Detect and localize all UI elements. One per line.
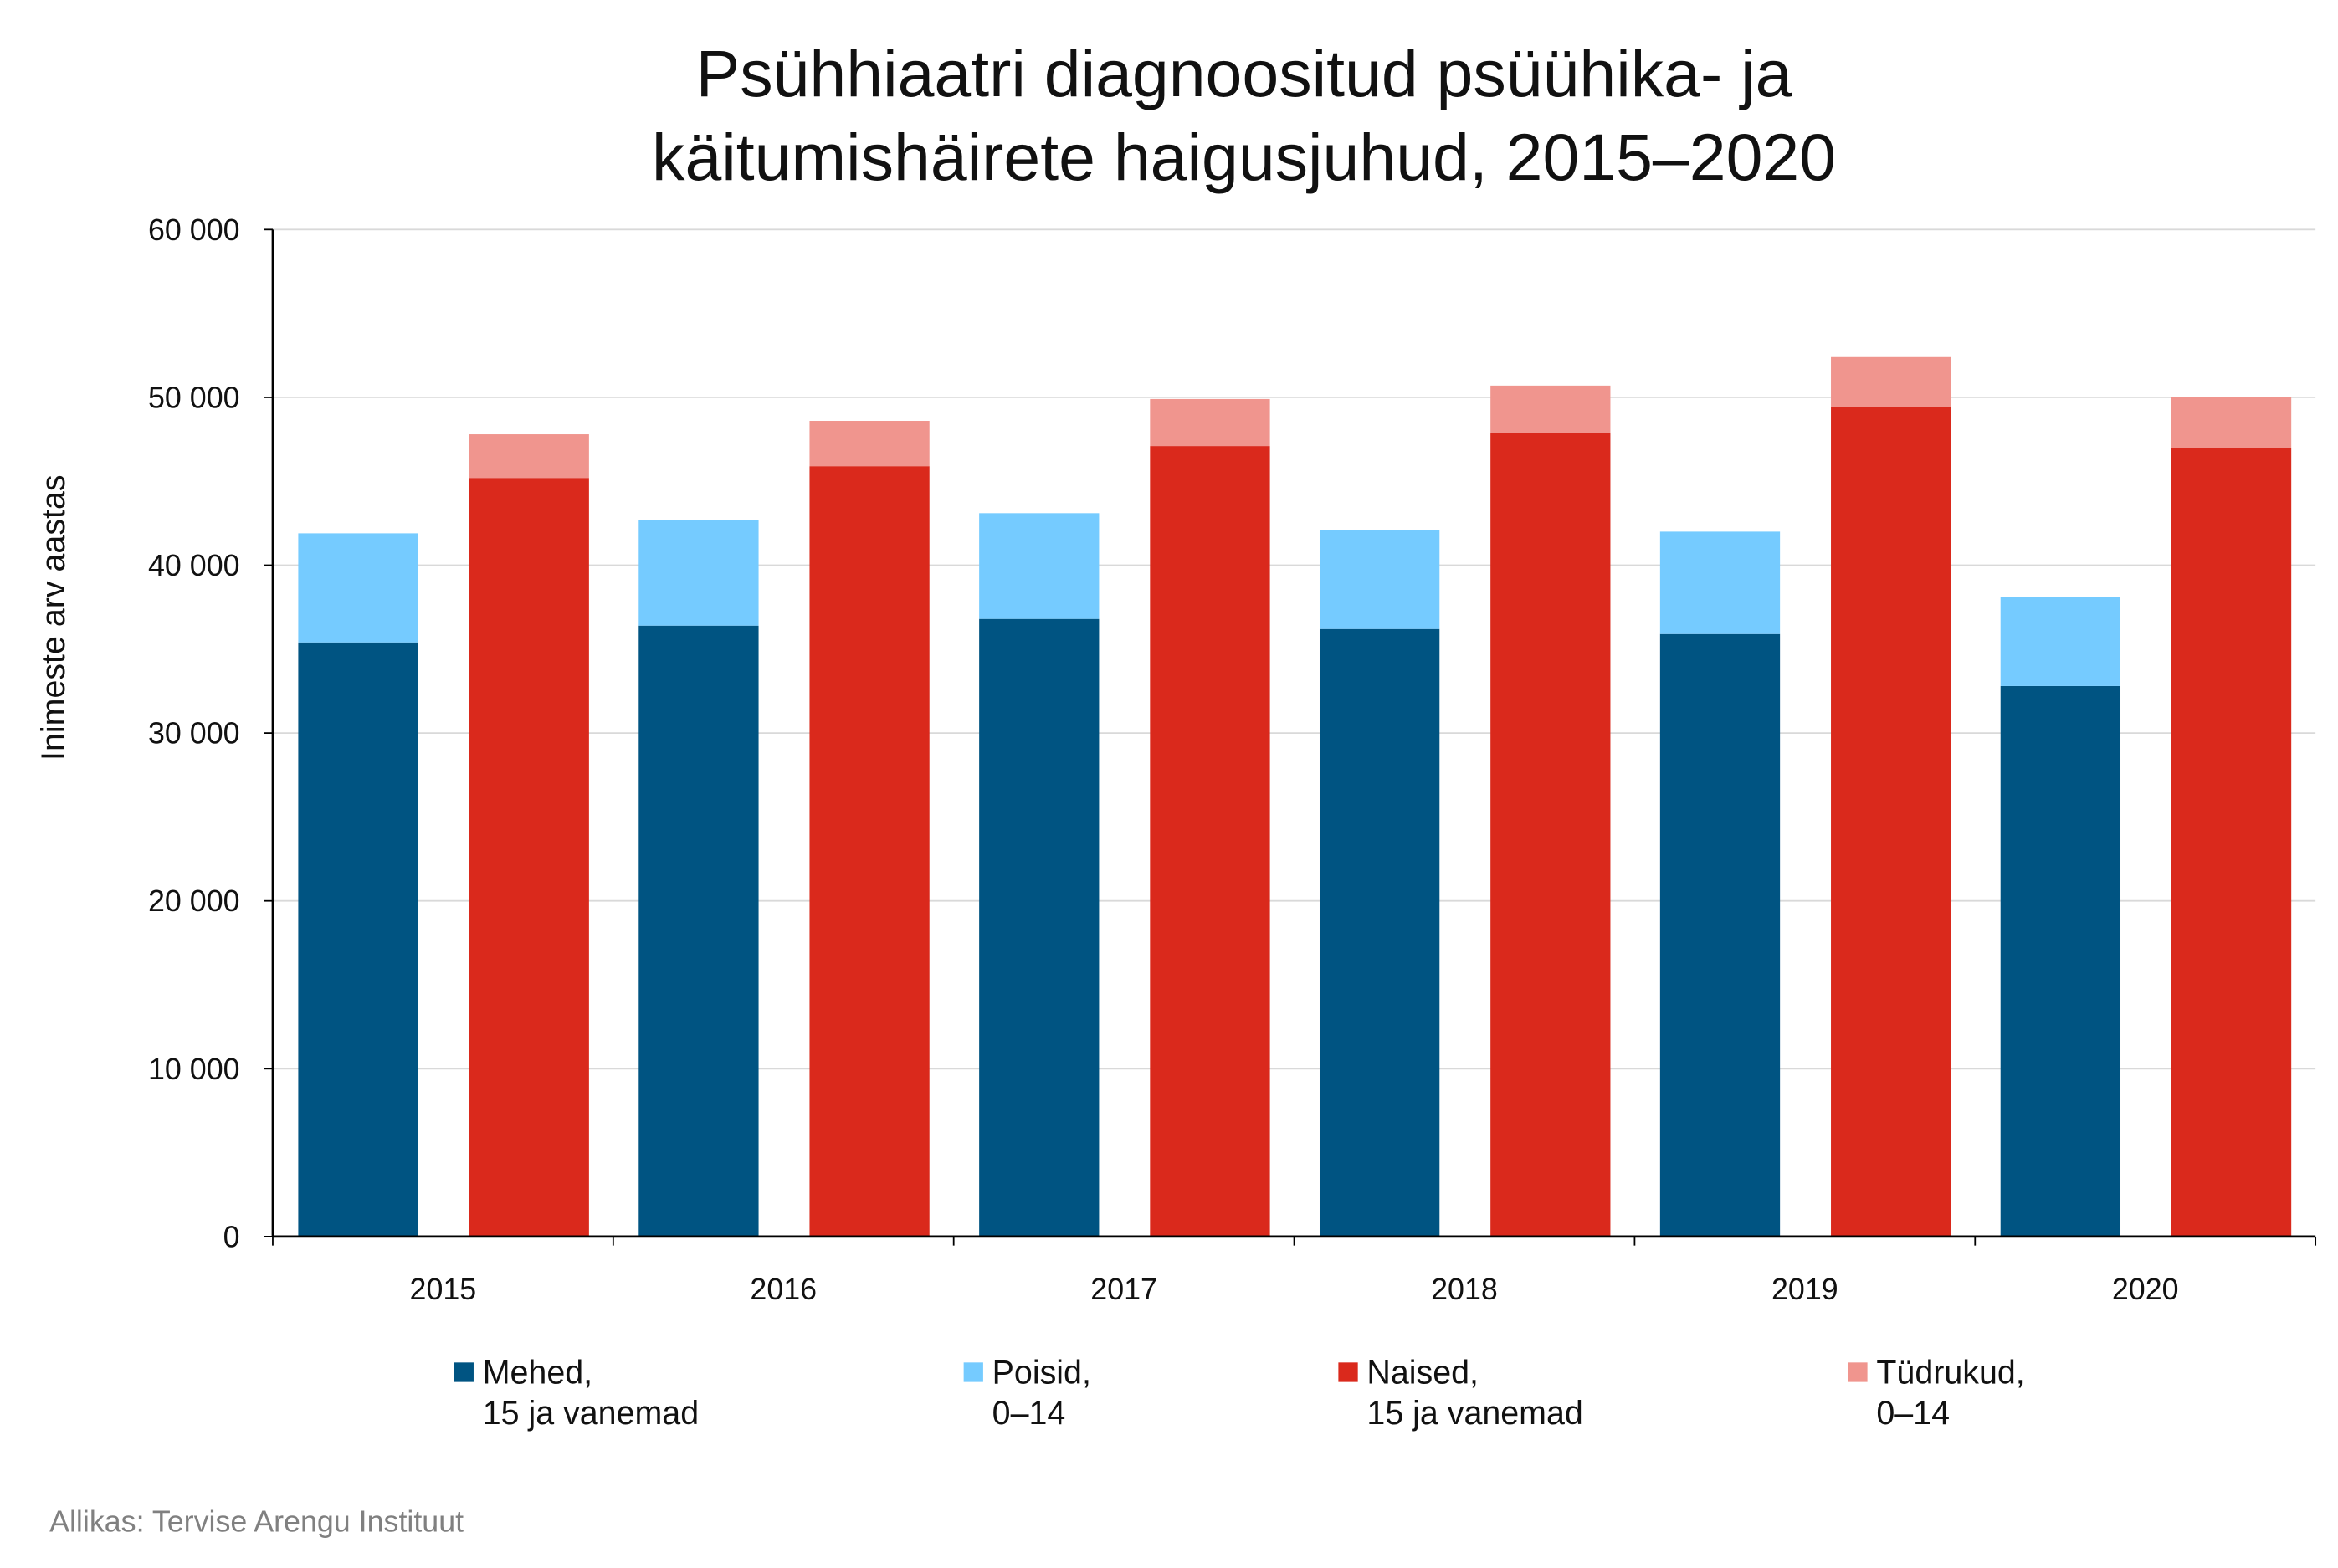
bar-male-2018 <box>1319 628 1440 1237</box>
x-tick-label: 2020 <box>2112 1273 2179 1306</box>
legend-entry: Mehed, 15 ja vanemad <box>454 1354 699 1432</box>
x-tick-label: 2018 <box>1431 1273 1498 1306</box>
chart-title-line-1: Psühhiaatri diagnoositud psüühika- ja <box>696 37 1792 110</box>
bar-male-2020 <box>2000 685 2121 1237</box>
bar-male-2017 <box>979 513 1100 619</box>
legend-label: 15 ja vanemad <box>1366 1395 1582 1432</box>
x-tick-label: 2016 <box>750 1273 817 1306</box>
legend-swatch <box>1848 1362 1868 1382</box>
bar-female-2016 <box>809 466 930 1237</box>
legend-label: Tüdrukud, <box>1876 1354 2024 1391</box>
y-tick-label: 60 000 <box>148 213 240 247</box>
y-tick-label: 20 000 <box>148 884 240 918</box>
x-tick-label: 2015 <box>410 1273 477 1306</box>
bar-female-2020 <box>2171 448 2292 1237</box>
bar-male-2017 <box>979 618 1100 1237</box>
legend-label: 0–14 <box>992 1395 1066 1432</box>
legend-label: 0–14 <box>1876 1395 1950 1432</box>
bar-female-2020 <box>2171 397 2292 448</box>
legend-label: Poisid, <box>992 1354 1091 1391</box>
source-note: Allikas: Tervise Arengu Instituut <box>49 1505 464 1539</box>
bar-female-2015 <box>469 478 589 1237</box>
bar-female-2015 <box>469 434 589 479</box>
bar-female-2017 <box>1150 446 1270 1237</box>
y-tick-label: 50 000 <box>148 381 240 414</box>
legend-swatch <box>1338 1362 1358 1382</box>
x-tick-label: 2017 <box>1090 1273 1157 1306</box>
legend-swatch <box>454 1362 474 1382</box>
chart-title-line-2: käitumishäirete haigusjuhud, 2015–2020 <box>652 120 1836 194</box>
bar-female-2017 <box>1150 398 1270 447</box>
y-tick-label: 40 000 <box>148 549 240 582</box>
y-tick-label: 30 000 <box>148 717 240 751</box>
bar-male-2016 <box>638 520 759 626</box>
x-tick-label: 2019 <box>1771 1273 1838 1306</box>
legend-label: Mehed, <box>483 1354 592 1391</box>
legend-swatch <box>963 1362 983 1382</box>
y-tick-label: 0 <box>223 1220 240 1253</box>
bar-female-2019 <box>1831 356 1951 407</box>
legend-label: 15 ja vanemad <box>483 1395 699 1432</box>
bar-male-2019 <box>1659 633 1781 1237</box>
bar-male-2015 <box>298 642 418 1237</box>
bar-male-2020 <box>2000 597 2121 686</box>
legend-label: Naised, <box>1366 1354 1479 1391</box>
legend-entry: Naised, 15 ja vanemad <box>1338 1354 1583 1432</box>
bar-female-2018 <box>1490 433 1611 1237</box>
bar-female-2016 <box>809 420 930 467</box>
bar-male-2015 <box>298 533 418 643</box>
bar-male-2019 <box>1659 531 1781 634</box>
y-tick-label: 10 000 <box>148 1053 240 1086</box>
legend-entry: Tüdrukud, 0–14 <box>1848 1354 2025 1432</box>
bar-male-2016 <box>638 625 759 1237</box>
bar-male-2018 <box>1319 530 1440 629</box>
bar-female-2018 <box>1490 385 1611 433</box>
bar-female-2019 <box>1831 407 1951 1237</box>
y-axis-label: Inimeste arv aastas <box>35 474 72 761</box>
legend-entry: Poisid, 0–14 <box>963 1354 1091 1432</box>
